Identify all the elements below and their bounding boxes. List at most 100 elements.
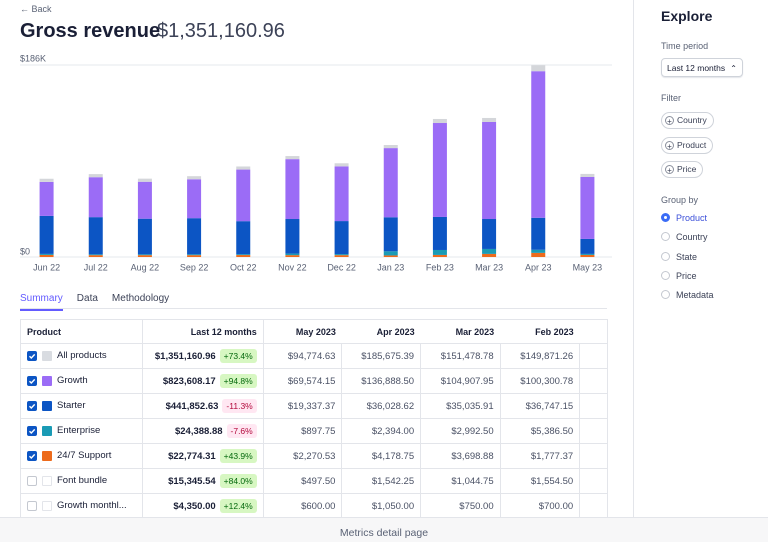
total-value: $4,350.00: [173, 501, 216, 512]
checkbox[interactable]: [27, 400, 37, 411]
product-cell: Font bundle: [21, 468, 143, 494]
tab[interactable]: Data: [76, 293, 98, 304]
month-value: $36,028.62: [341, 393, 422, 419]
y-tick-label: $186K: [20, 53, 46, 63]
bar-segment: [531, 71, 546, 218]
bar-segment: [383, 251, 398, 256]
filter-name: Country: [677, 115, 707, 125]
product-cell: Growth: [21, 368, 143, 394]
change-badge: +12.4%: [219, 499, 257, 513]
x-tick-label: Apr 23: [525, 262, 552, 272]
bar-segment: [383, 217, 398, 252]
bar-segment: [137, 178, 152, 182]
change-badge: +73.4%: [219, 349, 257, 363]
month-value: $1,554.50: [500, 468, 581, 494]
product-cell: All products: [21, 343, 143, 369]
change-badge: +94.8%: [219, 374, 257, 388]
month-value: $104,907.95: [420, 368, 501, 394]
total-value: $15,345.54: [168, 476, 216, 487]
group-by-label: Group by: [661, 195, 699, 205]
check-icon: [29, 453, 36, 459]
month-value: $2,992.50: [420, 418, 501, 444]
filter-name: Product: [677, 139, 707, 150]
bar-segment: [187, 254, 202, 256]
time-period-select[interactable]: Last 12 months ⌃: [661, 58, 743, 77]
product-name: Growth: [57, 375, 88, 387]
month-value: $100,300.78: [500, 368, 581, 394]
swatch: [42, 500, 52, 511]
checkbox[interactable]: [27, 425, 37, 436]
column-header: May 2023: [263, 320, 342, 344]
month-value: $149,871.26: [500, 343, 581, 369]
column-header-cut: [579, 320, 607, 344]
total-cell: $4,350.00 +12.4%: [142, 493, 264, 518]
cut-cell: [579, 443, 607, 469]
checkbox[interactable]: [27, 475, 37, 486]
product-name: Enterprise: [57, 425, 101, 437]
filter-pill[interactable]: + Price: [661, 161, 704, 178]
x-tick-label: Mar 23: [475, 262, 503, 272]
footer: [0, 517, 768, 542]
bar-segment: [383, 255, 398, 257]
bar-segment: [39, 253, 54, 255]
cut-cell: [579, 368, 607, 394]
bar-segment: [580, 173, 595, 177]
bar-segment: [334, 255, 349, 257]
bar-segment: [187, 179, 202, 219]
month-value: $497.50: [263, 468, 343, 494]
time-period-value: Last 12 months: [667, 63, 726, 73]
checkbox[interactable]: [27, 450, 37, 461]
change-badge: -11.3%: [222, 399, 257, 413]
month-value: $5,386.50: [500, 418, 581, 444]
table-header: Product Last 12 months May 2023 Apr 2023 Mar…: [21, 320, 607, 344]
month-value: $1,777.37: [500, 443, 581, 469]
bar-segment: [482, 219, 497, 249]
column-header: Apr 2023: [341, 320, 421, 344]
cut-cell: [579, 343, 607, 369]
filter-pill[interactable]: + Country: [661, 112, 714, 129]
total-cell: $24,388.88 -7.6%: [142, 418, 264, 444]
table-row: 24/7 Support $22,774.31 +43.9% $2,270.53 $4,…: [21, 443, 607, 469]
check-icon: [29, 403, 36, 409]
x-tick-label: Feb 23: [426, 262, 454, 272]
group-by-option[interactable]: Country: [661, 232, 708, 242]
group-by-name: Country: [676, 232, 708, 243]
cut-cell: [579, 418, 607, 444]
swatch: [42, 425, 52, 436]
table-row: All products $1,351,160.96 +73.4% $94,774.6…: [21, 343, 607, 369]
tab[interactable]: Methodology: [111, 293, 170, 304]
filter-label: Filter: [661, 93, 681, 103]
bar-segment: [334, 163, 349, 167]
bar-segment: [137, 254, 152, 256]
product-cell: Growth monthl...: [21, 493, 143, 518]
month-value: $2,394.00: [341, 418, 422, 444]
bar-segment: [432, 216, 447, 250]
group-by-option[interactable]: State: [661, 251, 697, 262]
group-by-option[interactable]: Metadata: [661, 290, 714, 300]
table-row: Font bundle $15,345.54 +84.0% $497.50 $1,542…: [21, 468, 607, 494]
page-total: $1,351,160.96: [157, 20, 285, 42]
y-tick-label: $0: [20, 246, 30, 256]
filter-pill[interactable]: + Product: [661, 136, 714, 154]
chart: $0 $186K Jun 22 Jul 22 Aug 22 Sep 22 Oct 22 Nov…: [20, 53, 612, 272]
filter-name: Price: [677, 164, 697, 174]
checkbox[interactable]: [27, 500, 37, 511]
total-value: $1,351,160.96: [154, 351, 216, 362]
back-link[interactable]: ← Back: [20, 4, 52, 14]
bar-segment: [334, 254, 349, 256]
product-cell: Enterprise: [21, 418, 143, 444]
tab[interactable]: Summary: [20, 290, 63, 311]
plus-icon: +: [665, 116, 674, 126]
checkbox[interactable]: [27, 375, 37, 386]
bar-segment: [432, 254, 447, 257]
product-cell: Starter: [21, 393, 143, 419]
checkbox[interactable]: [27, 350, 37, 361]
bar-segment: [482, 117, 497, 122]
month-value: $1,044.75: [420, 468, 501, 494]
bar-segment: [383, 148, 398, 218]
product-name: Growth monthl...: [57, 500, 127, 512]
back-text[interactable]: Back: [31, 4, 52, 14]
group-by-option[interactable]: Product: [661, 213, 707, 223]
radio-dot: [661, 251, 670, 261]
group-by-option[interactable]: Price: [661, 270, 697, 281]
